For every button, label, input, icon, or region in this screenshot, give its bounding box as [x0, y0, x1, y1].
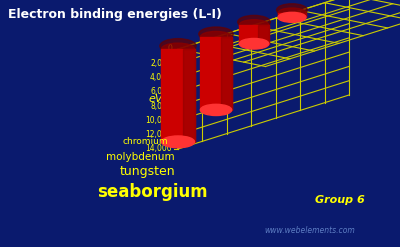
- Ellipse shape: [278, 12, 306, 22]
- Text: 12,000: 12,000: [146, 130, 172, 139]
- Polygon shape: [278, 13, 306, 17]
- Text: 6,000: 6,000: [150, 87, 172, 96]
- Polygon shape: [183, 49, 194, 142]
- Polygon shape: [296, 13, 306, 17]
- Ellipse shape: [238, 15, 270, 29]
- Text: eV: eV: [149, 94, 163, 104]
- Polygon shape: [162, 49, 194, 142]
- Text: Group 6: Group 6: [315, 195, 365, 205]
- Text: chromium: chromium: [122, 138, 168, 146]
- Ellipse shape: [200, 104, 232, 116]
- Ellipse shape: [199, 27, 233, 41]
- Text: 4,000: 4,000: [150, 73, 172, 82]
- Ellipse shape: [160, 39, 196, 53]
- Text: 2,000: 2,000: [150, 59, 172, 68]
- Ellipse shape: [162, 43, 194, 55]
- Text: seaborgium: seaborgium: [97, 183, 207, 201]
- Text: www.webelements.com: www.webelements.com: [265, 226, 355, 234]
- Text: tungsten: tungsten: [120, 165, 176, 178]
- Text: 10,000: 10,000: [145, 116, 172, 125]
- Polygon shape: [221, 37, 232, 110]
- Text: 14,000: 14,000: [145, 144, 172, 153]
- Polygon shape: [239, 25, 269, 44]
- Ellipse shape: [162, 136, 194, 148]
- Text: Electron binding energies (L-I): Electron binding energies (L-I): [8, 8, 222, 21]
- Text: molybdenum: molybdenum: [106, 152, 174, 162]
- Ellipse shape: [277, 4, 307, 16]
- Ellipse shape: [239, 20, 269, 30]
- Text: 0: 0: [167, 44, 172, 54]
- Polygon shape: [200, 37, 232, 110]
- Ellipse shape: [278, 8, 306, 18]
- Ellipse shape: [239, 39, 269, 49]
- Ellipse shape: [200, 31, 232, 42]
- Polygon shape: [258, 25, 269, 44]
- Text: 8,000: 8,000: [150, 102, 172, 111]
